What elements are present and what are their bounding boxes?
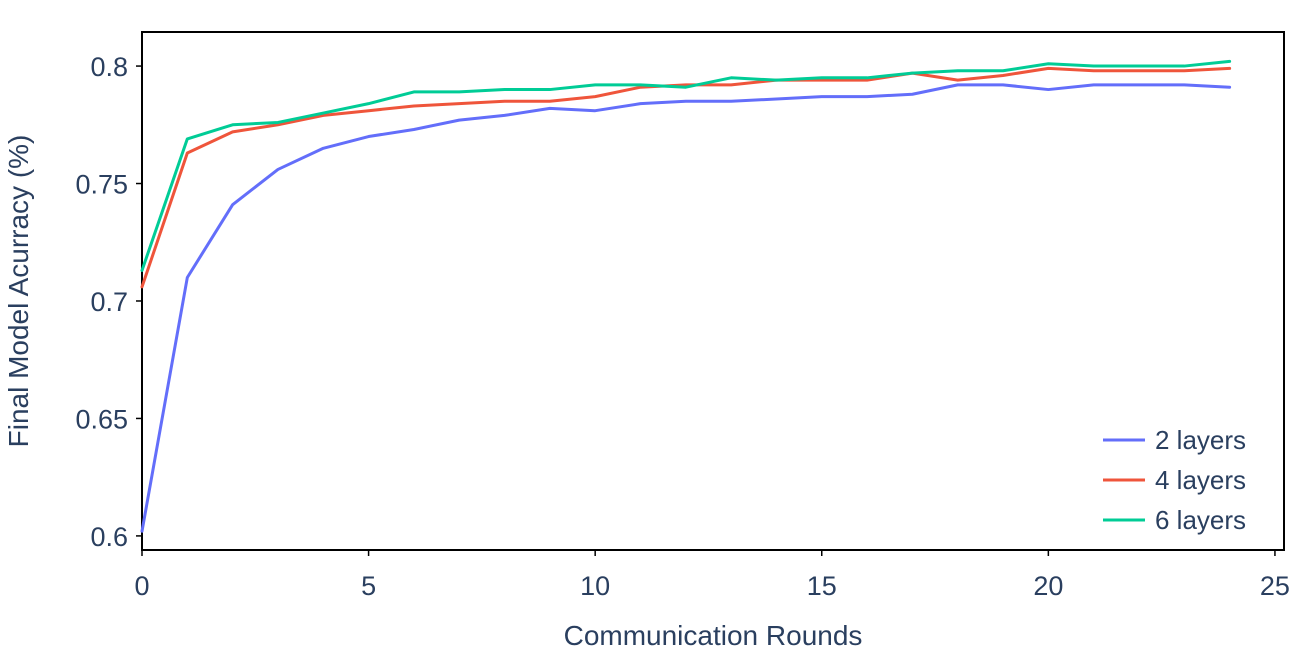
series-group: [140, 59, 1232, 533]
series-line-3: [140, 59, 1232, 272]
y-tick-label: 0.65: [75, 404, 128, 434]
y-tick-label: 0.7: [90, 287, 128, 317]
x-tick-label: 15: [807, 571, 837, 601]
y-tick-label: 0.6: [90, 522, 128, 552]
x-tick-label: 0: [134, 571, 149, 601]
legend-label-3: 6 layers: [1155, 505, 1246, 535]
x-tick-label: 5: [361, 571, 376, 601]
plot-area: [141, 31, 1285, 551]
legend: 2 layers 4 layers 6 layers: [1103, 425, 1246, 535]
legend-label-2: 4 layers: [1155, 465, 1246, 495]
x-tick-label: 25: [1260, 571, 1290, 601]
x-axis-title: Communication Rounds: [564, 620, 863, 651]
x-tick-label: 10: [580, 571, 610, 601]
y-axis-ticks: 0.6 0.65 0.7 0.75 0.8: [75, 52, 142, 552]
y-tick-label: 0.75: [75, 170, 128, 200]
x-tick-label: 20: [1033, 571, 1063, 601]
legend-label-1: 2 layers: [1155, 425, 1246, 455]
y-axis-title: Final Model Acurracy (%): [3, 135, 34, 448]
series-line-2: [140, 66, 1232, 289]
y-tick-label: 0.8: [90, 52, 128, 82]
series-line-1: [140, 83, 1232, 533]
x-axis-ticks: 0 5 10 15 20 25: [134, 550, 1290, 601]
